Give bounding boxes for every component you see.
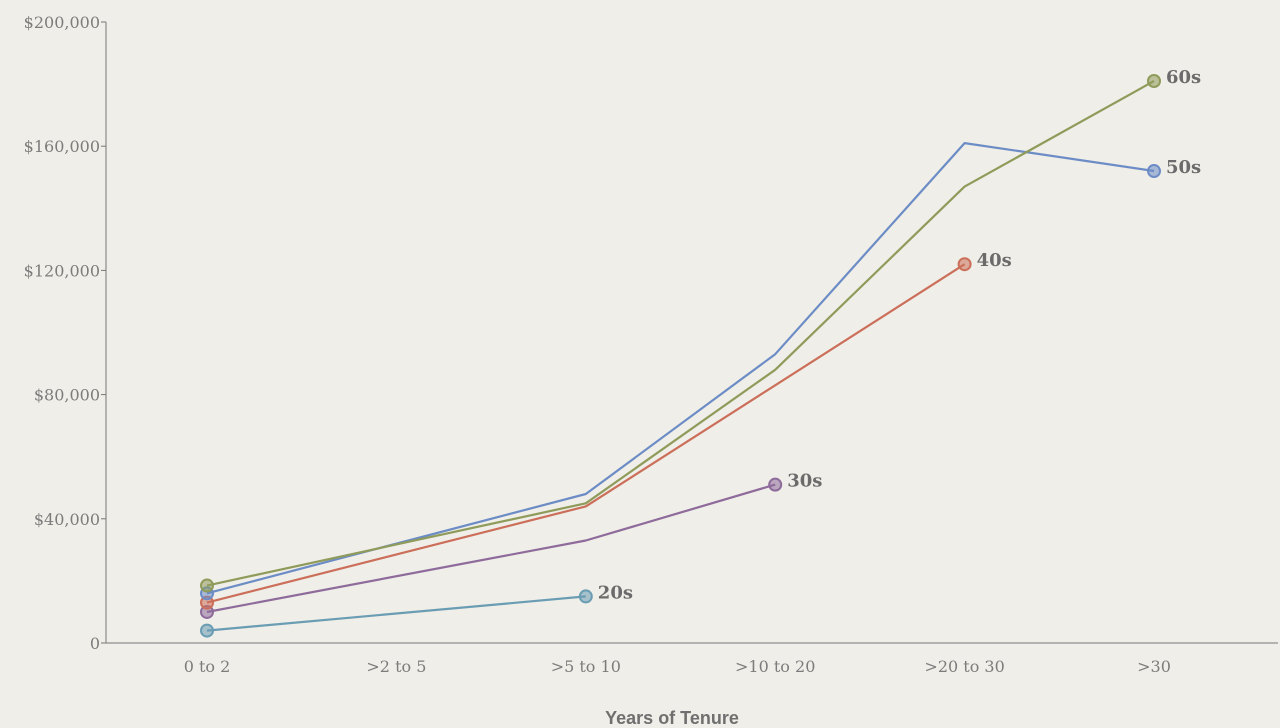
series-endpoint-marker — [200, 578, 214, 593]
series-line — [206, 142, 1155, 595]
series-layer: 20s 30s 40s 50s 60s — [200, 67, 1201, 638]
x-tick-label: >30 — [1137, 657, 1171, 676]
y-tick-label: $200,000 — [24, 13, 100, 32]
y-tick-label: $40,000 — [34, 510, 100, 529]
series-end-label: 20s — [598, 582, 633, 603]
y-tick-label: 0 — [90, 634, 100, 653]
x-tick-label: >20 to 30 — [924, 657, 1004, 676]
x-tick-label: >5 to 10 — [551, 657, 621, 676]
axes: 0 $40,000 $80,000 $120,000 $160,000 $200,000 0… — [24, 13, 1278, 676]
series-endpoint-marker — [768, 477, 783, 492]
x-tick-label: 0 to 2 — [184, 657, 231, 676]
series-endpoint-marker — [200, 623, 214, 638]
series-endpoint-marker — [1147, 164, 1161, 179]
series-endpoint-marker — [957, 257, 972, 272]
series-end-label: 50s — [1166, 157, 1201, 178]
series-end-label: 30s — [787, 471, 822, 492]
series-line — [206, 263, 966, 604]
x-tick-label: >2 to 5 — [366, 657, 426, 676]
x-axis-title: Years of Tenure — [605, 708, 739, 728]
series-end-label: 40s — [977, 250, 1012, 271]
series-endpoint-marker — [1147, 73, 1161, 88]
series-end-label: 60s — [1166, 67, 1201, 88]
series-line — [206, 483, 776, 614]
series-line — [206, 595, 586, 632]
y-tick-label: $80,000 — [34, 386, 100, 405]
series-endpoint-marker — [578, 589, 593, 604]
series-line — [206, 80, 1155, 587]
x-tick-label: >10 to 20 — [735, 657, 815, 676]
y-tick-label: $120,000 — [24, 261, 100, 280]
y-tick-label: $160,000 — [24, 137, 100, 156]
